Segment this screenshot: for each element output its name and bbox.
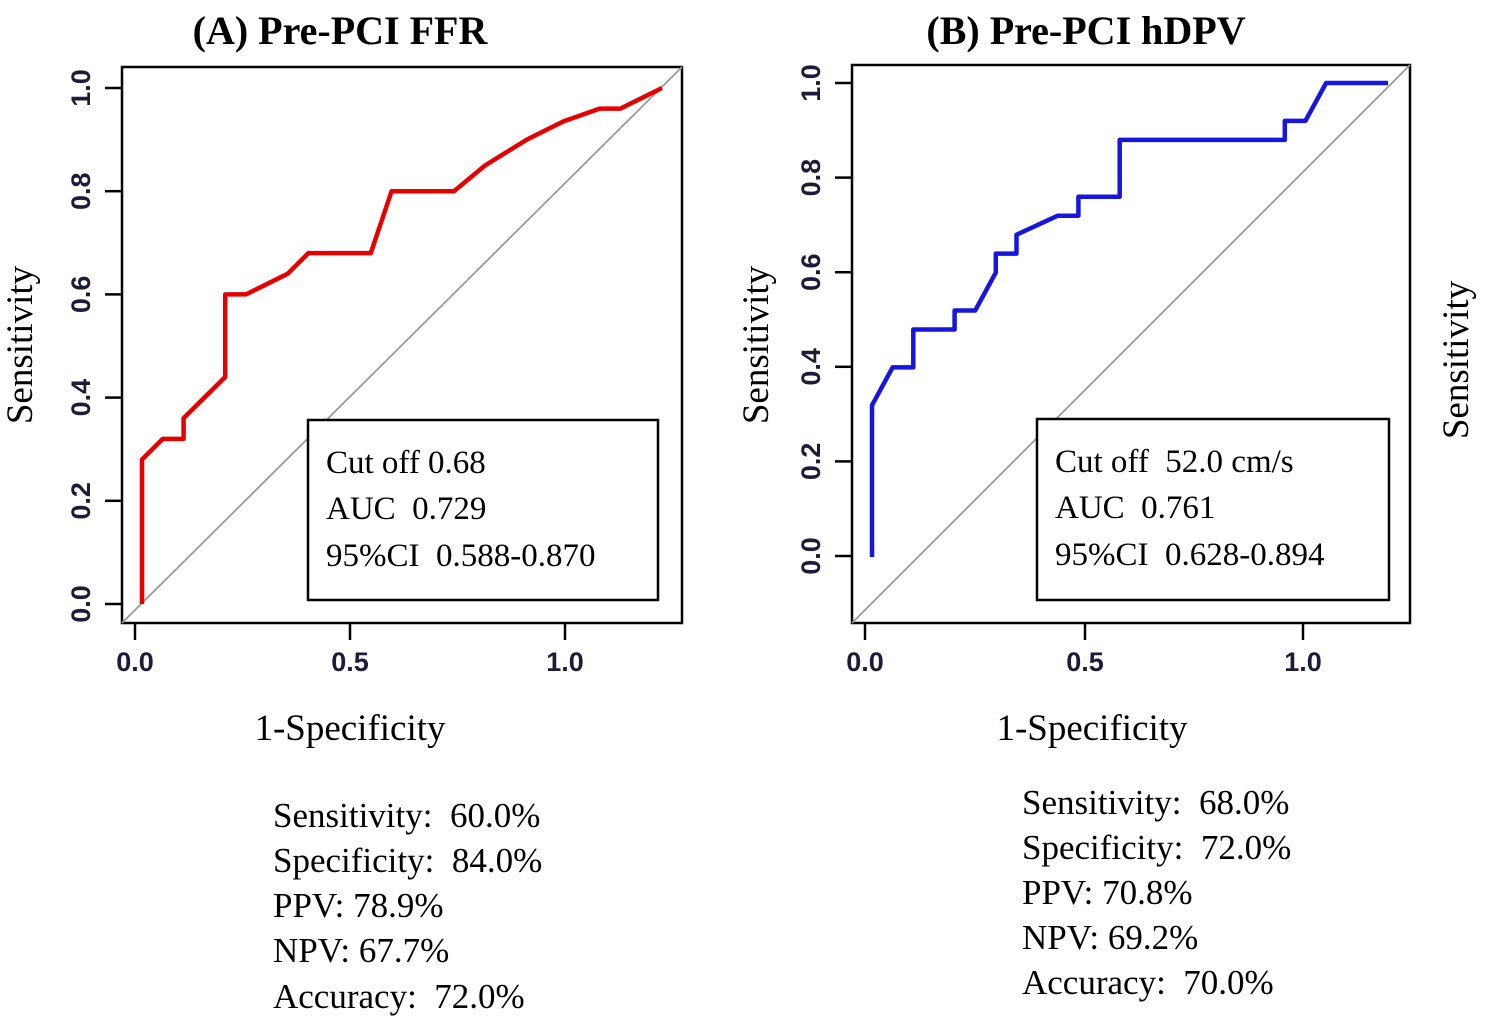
- stat-specificity: Specificity: 84.0%: [273, 841, 542, 880]
- y-tick-label: 0.6: [66, 276, 96, 314]
- x-tick-label: 0.0: [846, 647, 884, 677]
- panel-a: (A) Pre-PCI FFR 1.0 0.8 0.6 0.4 0.2 0.0 …: [0, 8, 684, 1016]
- y-tick-label: 0.4: [796, 348, 826, 386]
- panel-a-ylabel: Sensitivity: [0, 265, 41, 424]
- panel-b-chance-diagonal: [851, 64, 1411, 624]
- right-edge-ylabel: Sensitivity: [1436, 280, 1477, 439]
- y-tick-label: 0.2: [796, 443, 826, 481]
- x-tick-label: 1.0: [546, 647, 584, 677]
- annotation-ci: 95%CI 0.588-0.870: [326, 538, 595, 574]
- stat-sensitivity: Sensitivity: 68.0%: [1022, 783, 1289, 822]
- stat-npv: NPV: 69.2%: [1022, 918, 1198, 957]
- stat-accuracy: Accuracy: 70.0%: [1022, 963, 1274, 1002]
- y-tick-label: 0.4: [66, 379, 96, 417]
- y-tick-label: 0.6: [796, 253, 826, 291]
- panel-a-y-tick-labels: 1.0 0.8 0.6 0.4 0.2 0.0: [66, 69, 96, 623]
- panel-a-annotation-box: Cut off 0.68 AUC 0.729 95%CI 0.588-0.870: [306, 418, 660, 602]
- stat-npv: NPV: 67.7%: [273, 931, 449, 970]
- panel-b-stats: Sensitivity: 68.0% Specificity: 72.0% PP…: [1022, 783, 1291, 1002]
- annotation-ci: 95%CI 0.628-0.894: [1055, 537, 1324, 573]
- y-tick-label: 0.0: [796, 537, 826, 575]
- panel-b-annotation-box: Cut off 52.0 cm/s AUC 0.761 95%CI 0.628-…: [1035, 417, 1391, 602]
- x-tick-label: 0.5: [331, 647, 369, 677]
- stat-ppv: PPV: 78.9%: [273, 886, 444, 925]
- y-tick-label: 0.8: [66, 172, 96, 210]
- stat-specificity: Specificity: 72.0%: [1022, 828, 1291, 867]
- panel-b-plot-box: [850, 63, 1412, 625]
- y-tick-label: 1.0: [66, 69, 96, 107]
- panel-b: (B) Pre-PCI hDPV 1.0 0.8 0.6 0.4 0.2 0.0…: [736, 8, 1412, 1002]
- panel-a-stats: Sensitivity: 60.0% Specificity: 84.0% PP…: [273, 796, 542, 1016]
- panel-b-x-ticks: [863, 624, 1305, 640]
- panel-a-roc-curve: [139, 85, 663, 604]
- annotation-auc: AUC 0.729: [326, 491, 486, 527]
- x-tick-label: 0.0: [116, 647, 154, 677]
- panel-b-title: (B) Pre-PCI hDPV: [926, 8, 1245, 53]
- y-tick-label: 1.0: [796, 64, 826, 102]
- stat-sensitivity: Sensitivity: 60.0%: [273, 796, 540, 835]
- annotation-cutoff: Cut off 52.0 cm/s: [1055, 444, 1294, 480]
- panel-a-plot-box: [120, 65, 684, 625]
- panel-a-x-tick-labels: 0.0 0.5 1.0: [116, 647, 584, 677]
- annotation-auc: AUC 0.761: [1055, 490, 1215, 526]
- panel-b-ylabel: Sensitivity: [736, 265, 777, 424]
- panel-b-y-ticks: [835, 81, 851, 558]
- stat-accuracy: Accuracy: 72.0%: [273, 977, 525, 1016]
- panel-a-y-ticks: [105, 86, 121, 606]
- stat-ppv: PPV: 70.8%: [1022, 873, 1193, 912]
- panel-a-x-ticks: [133, 624, 567, 640]
- x-tick-label: 0.5: [1066, 647, 1104, 677]
- annotation-cutoff: Cut off 0.68: [326, 445, 486, 481]
- y-tick-label: 0.8: [796, 159, 826, 197]
- y-tick-label: 0.2: [66, 482, 96, 520]
- panel-b-xlabel: 1-Specificity: [996, 708, 1188, 749]
- panel-a-chance-diagonal: [121, 66, 683, 624]
- panel-b-y-tick-labels: 1.0 0.8 0.6 0.4 0.2 0.0: [796, 64, 826, 575]
- x-tick-label: 1.0: [1284, 647, 1322, 677]
- y-tick-label: 0.0: [66, 585, 96, 623]
- panel-a-xlabel: 1-Specificity: [254, 708, 446, 749]
- panel-b-x-tick-labels: 0.0 0.5 1.0: [846, 647, 1322, 677]
- panel-a-title: (A) Pre-PCI FFR: [193, 8, 489, 53]
- panel-b-roc-curve: [869, 80, 1388, 557]
